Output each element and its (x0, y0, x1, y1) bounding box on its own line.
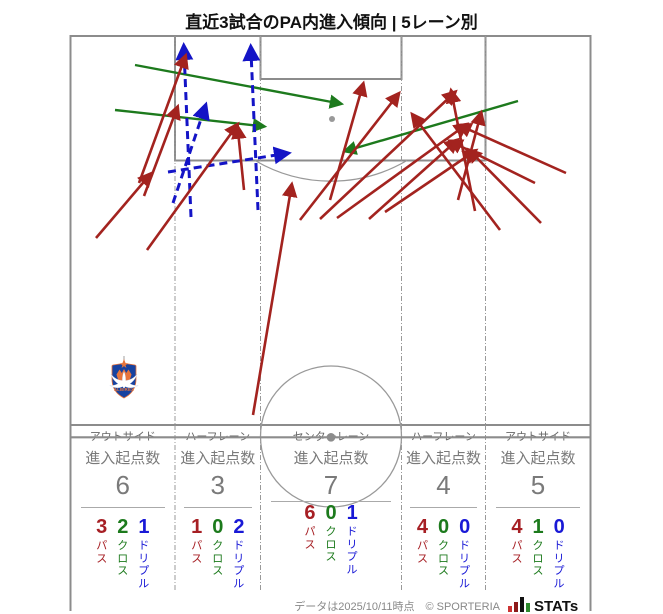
svg-text:STATs: STATs (534, 598, 578, 614)
